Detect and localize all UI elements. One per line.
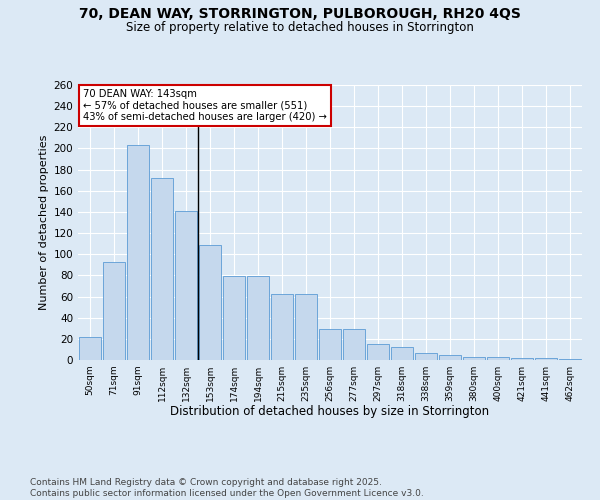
Bar	[175, 211, 197, 360]
Bar	[439, 354, 461, 360]
Bar	[559, 359, 581, 360]
Text: 70, DEAN WAY, STORRINGTON, PULBOROUGH, RH20 4QS: 70, DEAN WAY, STORRINGTON, PULBOROUGH, R…	[79, 8, 521, 22]
Text: Contains HM Land Registry data © Crown copyright and database right 2025.
Contai: Contains HM Land Registry data © Crown c…	[30, 478, 424, 498]
Bar	[463, 357, 485, 360]
Bar	[319, 330, 341, 360]
X-axis label: Distribution of detached houses by size in Storrington: Distribution of detached houses by size …	[170, 406, 490, 418]
Bar	[223, 276, 245, 360]
Bar	[511, 358, 533, 360]
Bar	[151, 178, 173, 360]
Bar	[367, 344, 389, 360]
Bar	[295, 294, 317, 360]
Bar	[391, 348, 413, 360]
Bar	[247, 276, 269, 360]
Bar	[487, 357, 509, 360]
Text: Size of property relative to detached houses in Storrington: Size of property relative to detached ho…	[126, 21, 474, 34]
Y-axis label: Number of detached properties: Number of detached properties	[39, 135, 49, 310]
Bar	[199, 244, 221, 360]
Bar	[415, 352, 437, 360]
Bar	[79, 336, 101, 360]
Bar	[535, 358, 557, 360]
Bar	[271, 294, 293, 360]
Text: 70 DEAN WAY: 143sqm
← 57% of detached houses are smaller (551)
43% of semi-detac: 70 DEAN WAY: 143sqm ← 57% of detached ho…	[83, 89, 327, 122]
Bar	[127, 146, 149, 360]
Bar	[103, 262, 125, 360]
Bar	[343, 330, 365, 360]
